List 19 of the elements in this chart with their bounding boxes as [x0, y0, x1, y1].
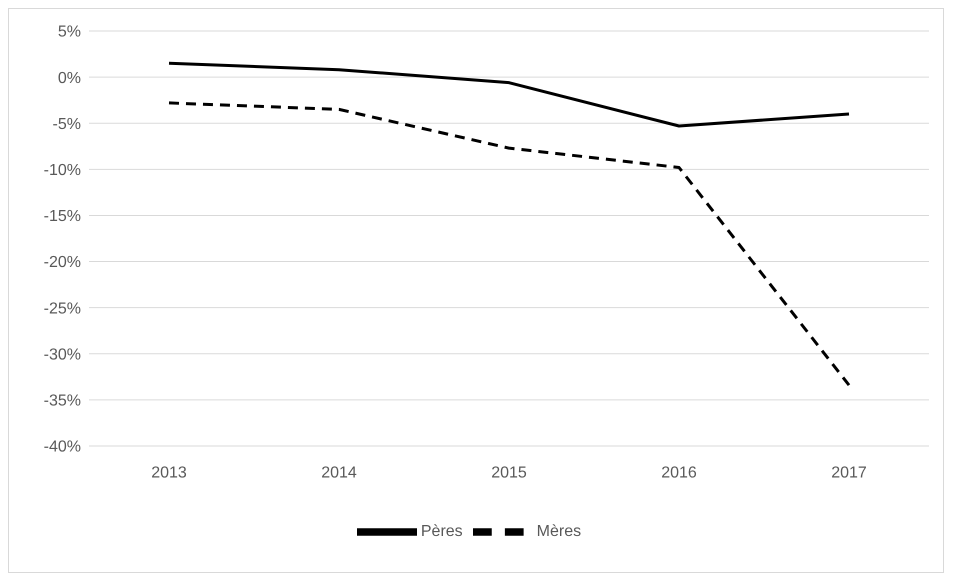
x-tick-label: 2015: [491, 464, 527, 482]
x-tick-label: 2017: [831, 464, 867, 482]
y-tick-label: -30%: [44, 346, 81, 364]
y-tick-label: 5%: [58, 24, 81, 41]
line-series: [168, 101, 850, 387]
y-tick-label: -10%: [44, 162, 81, 180]
y-tick-label: -20%: [44, 254, 81, 272]
y-tick-label: -5%: [52, 116, 81, 133]
legend-label: Mères: [536, 523, 582, 540]
y-tick-label: 0%: [58, 70, 81, 87]
x-tick-label: 2016: [661, 464, 697, 482]
x-tick-label: 2013: [151, 464, 187, 482]
x-tick-label: 2014: [321, 464, 357, 482]
y-tick-label: -35%: [44, 392, 81, 410]
legend-label: Pères: [420, 523, 463, 540]
y-tick-label: -40%: [44, 438, 81, 456]
y-tick-label: -25%: [44, 300, 81, 318]
line-series: [168, 62, 850, 128]
y-tick-label: -15%: [44, 208, 81, 226]
